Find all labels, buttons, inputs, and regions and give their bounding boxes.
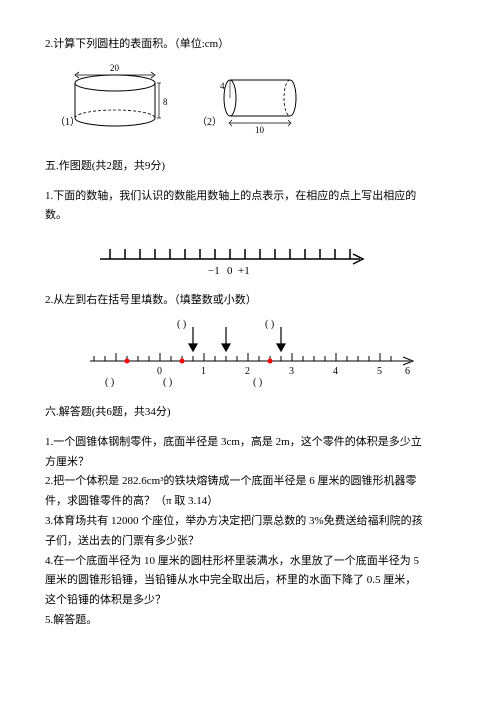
s6q3a: 3.体育场共有 12000 个座位，举办方决定把门票总数的 3%免费送给福利院的… [45,515,423,527]
section6-q5: 5.解答题。 [45,611,455,631]
section5-header-text: 五.作图题(共2题，共9分) [45,160,165,172]
cylinder-2: 4 10 （2） [197,80,296,135]
numberline-2: 0 1 2 3 4 5 6 ( ) ( ) ( ) ( ) ( ) [85,319,455,389]
numberline2-svg: 0 1 2 3 4 5 6 ( ) ( ) ( ) ( ) ( ) [85,319,425,389]
svg-text:5: 5 [377,366,382,377]
s6q1b: 方厘米？ [45,456,89,468]
svg-text:8: 8 [163,97,168,107]
svg-text:2: 2 [245,366,250,377]
numberline-1: −1 0 +1 [95,234,455,279]
svg-text:1: 1 [201,366,206,377]
s6q4c: 这个铅锤的体积是多少？ [45,594,166,606]
section6-q2: 2.把一个体积是 282.6cm³的铁块熔铸成一个底面半径是 6 厘米的圆锥形机… [45,472,455,512]
cylinders-figure: 20 8 （1） 4 10 （2） [55,63,455,143]
svg-text:( ): ( ) [177,319,186,330]
section5-header: 五.作图题(共2题，共9分) [45,157,455,177]
s6q2b: 件，求圆锥零件的高？（π 取 3.14） [45,495,218,507]
cylinders-svg: 20 8 （1） 4 10 （2） [55,63,335,143]
s6q5: 5.解答题。 [45,614,97,626]
s6q4a: 4.在一个底面半径为 10 厘米的圆柱形杯里装满水，水里放了一个底面半径为 5 [45,555,419,567]
svg-text:+1: +1 [238,265,250,277]
svg-text:（1）: （1） [55,116,80,128]
svg-text:6: 6 [405,366,410,377]
section6-q3: 3.体育场共有 12000 个座位，举办方决定把门票总数的 3%免费送给福利院的… [45,512,455,552]
section5-q2: 2.从左到右在括号里填数。（填整数或小数） [45,291,455,311]
svg-text:10: 10 [255,125,265,135]
s6q3b: 子们，送出去的门票有多少张？ [45,535,199,547]
svg-text:−1: −1 [208,265,220,277]
svg-text:20: 20 [110,63,120,73]
svg-text:( ): ( ) [163,377,172,388]
svg-text:4: 4 [220,81,225,91]
s5q1-line2: 数。 [45,209,67,221]
s5q2-text: 2.从左到右在括号里填数。（填整数或小数） [45,294,257,306]
svg-text:( ): ( ) [105,377,114,388]
s6q1a: 1.一个圆锥体钢制零件，底面半径是 3cm，高是 2m，这个零件的体积是多少立 [45,436,422,448]
q2-text: 2.计算下列圆柱的表面积。（单位:cm） [45,38,229,50]
s6q2a: 2.把一个体积是 282.6cm³的铁块熔铸成一个底面半径是 6 厘米的圆锥形机… [45,475,416,487]
s6q4b: 厘米的圆锥形铅锤，当铅锤从水中完全取出后，杯里的水面下降了 0.5 厘米， [45,574,416,586]
numberline1-svg: −1 0 +1 [95,234,375,279]
svg-text:0: 0 [227,265,233,277]
svg-text:0: 0 [157,366,162,377]
svg-text:( ): ( ) [253,377,262,388]
svg-text:4: 4 [333,366,338,377]
section5-q1: 1.下面的数轴，我们认识的数能用数轴上的点表示，在相应的点上写出相应的 数。 [45,187,455,227]
s5q1-line1: 1.下面的数轴，我们认识的数能用数轴上的点表示，在相应的点上写出相应的 [45,190,416,202]
cylinder-1: 20 8 （1） [55,63,168,128]
section6-header: 六.解答题(共6题，共34分) [45,403,455,423]
svg-text:( ): ( ) [265,319,274,330]
section6-header-text: 六.解答题(共6题，共34分) [45,406,171,418]
svg-text:（2）: （2） [197,116,222,128]
section4-q2: 2.计算下列圆柱的表面积。（单位:cm） [45,35,455,55]
section6-q4: 4.在一个底面半径为 10 厘米的圆柱形杯里装满水，水里放了一个底面半径为 5 … [45,552,455,611]
svg-text:3: 3 [289,366,294,377]
section6-q1: 1.一个圆锥体钢制零件，底面半径是 3cm，高是 2m，这个零件的体积是多少立 … [45,433,455,473]
